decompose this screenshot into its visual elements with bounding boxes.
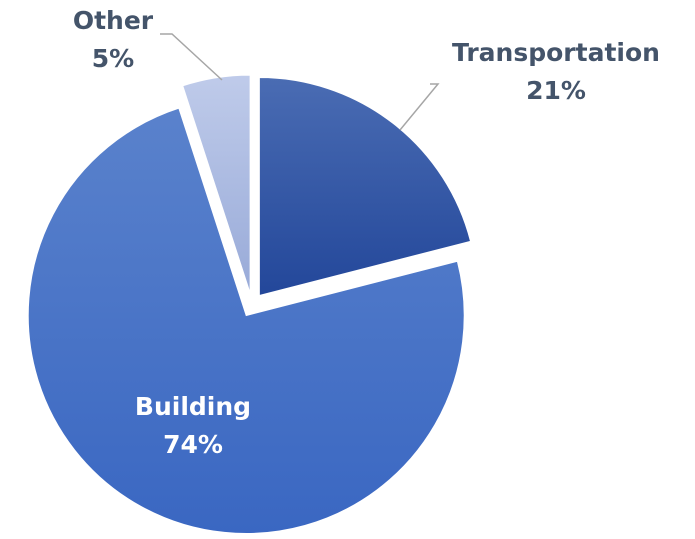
slice-value-label: 74% [163, 430, 223, 459]
slice-label: Other [73, 6, 154, 35]
pie-slice [27, 107, 465, 534]
slice-label: Transportation [452, 38, 660, 67]
slice-value-label: 21% [526, 76, 586, 105]
leader-line [399, 83, 440, 131]
slice-label: Building [135, 392, 251, 421]
leader-line [160, 33, 223, 81]
slice-value-label: 5% [92, 44, 134, 73]
pie-slice [182, 74, 251, 294]
pie-slice [258, 77, 472, 297]
